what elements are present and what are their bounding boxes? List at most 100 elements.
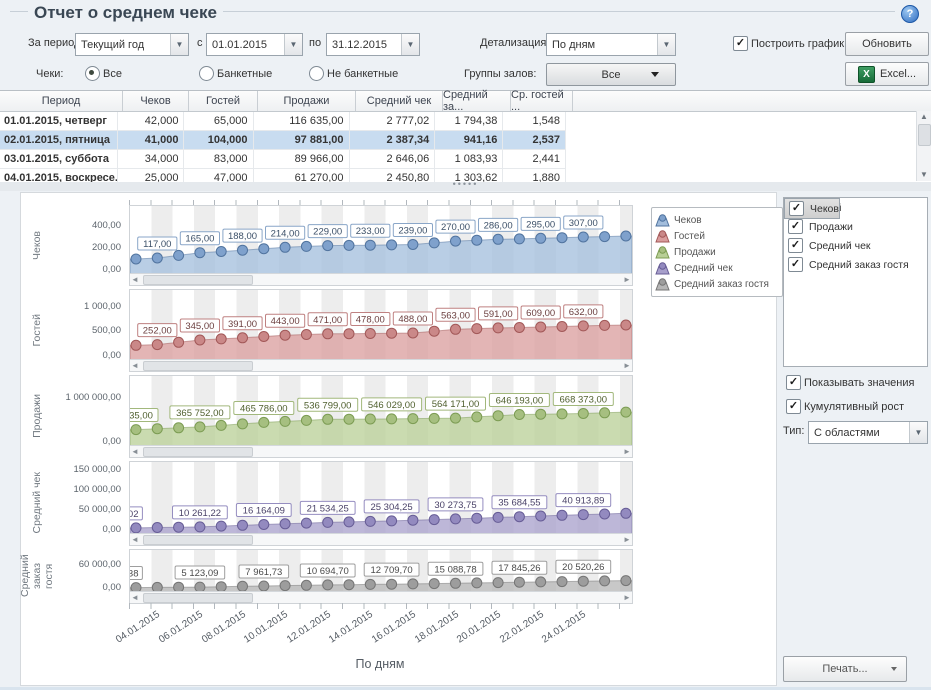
chart-point[interactable] — [237, 332, 248, 344]
chart-point[interactable] — [428, 237, 440, 249]
chart-point[interactable] — [130, 582, 142, 592]
plot-horizontal-scrollbar[interactable]: ◄ ► — [130, 445, 632, 457]
chart-point[interactable] — [279, 518, 291, 530]
chart-point[interactable] — [364, 515, 376, 527]
radio-checks-nonbanquet[interactable] — [309, 66, 324, 81]
column-header-avg-order[interactable]: Средний за... — [443, 89, 511, 113]
chart-point[interactable] — [130, 424, 142, 436]
chart-point[interactable] — [513, 233, 525, 245]
chart-point[interactable] — [513, 322, 525, 333]
chart-point[interactable] — [407, 514, 419, 526]
scrollbar-thumb[interactable] — [143, 361, 253, 371]
chart-point[interactable] — [535, 232, 547, 244]
chart-point[interactable] — [279, 415, 291, 427]
scroll-left-icon[interactable]: ◄ — [131, 593, 139, 602]
chart-point[interactable] — [322, 516, 334, 528]
chart-point[interactable] — [300, 517, 312, 529]
chart-point[interactable] — [407, 413, 419, 425]
chart-point[interactable] — [599, 508, 611, 520]
print-button[interactable]: Печать... — [783, 656, 907, 682]
chart-point[interactable] — [151, 339, 163, 351]
column-header-avg-check[interactable]: Средний чек — [356, 91, 443, 111]
chart-point[interactable] — [237, 418, 248, 430]
scroll-left-icon[interactable]: ◄ — [131, 275, 139, 284]
series-checkbox[interactable] — [788, 238, 803, 253]
scroll-up-icon[interactable]: ▲ — [920, 112, 928, 121]
radio-checks-banquet[interactable] — [199, 66, 214, 81]
chevron-down-icon[interactable]: ▼ — [657, 34, 675, 55]
chart-point[interactable] — [556, 408, 568, 420]
table-row[interactable]: 02.01.2015, пятница 41,000 104,000 97 881,0… — [0, 131, 566, 150]
hall-groups-dropdown[interactable]: Все — [546, 63, 676, 86]
chart-point[interactable] — [258, 243, 270, 255]
chart-point[interactable] — [237, 244, 248, 256]
chart-point[interactable] — [577, 509, 589, 521]
chart-point[interactable] — [322, 413, 334, 425]
date-to-select[interactable]: 31.12.2015 ▼ — [326, 33, 420, 56]
chart-point[interactable] — [215, 333, 227, 345]
plot-horizontal-scrollbar[interactable]: ◄ ► — [130, 591, 632, 603]
scroll-left-icon[interactable]: ◄ — [131, 361, 139, 370]
table-row[interactable]: 03.01.2015, суббота 34,000 83,000 89 966,00… — [0, 150, 566, 169]
chart-point[interactable] — [258, 519, 270, 530]
chart-point[interactable] — [577, 320, 589, 332]
scroll-right-icon[interactable]: ► — [623, 593, 631, 602]
chevron-down-icon[interactable]: ▼ — [170, 34, 188, 55]
detail-select[interactable]: По дням ▼ — [546, 33, 676, 56]
chart-point[interactable] — [471, 577, 483, 589]
series-checkbox[interactable] — [788, 219, 803, 234]
series-checkbox[interactable] — [788, 257, 803, 272]
scrollbar-thumb[interactable] — [918, 124, 931, 146]
chart-point[interactable] — [599, 231, 611, 243]
chart-point[interactable] — [492, 577, 504, 589]
scroll-left-icon[interactable]: ◄ — [131, 535, 139, 544]
chart-point[interactable] — [279, 329, 291, 341]
series-list-item[interactable]: Чеков — [784, 198, 840, 219]
chart-point[interactable] — [364, 328, 376, 339]
chart-point[interactable] — [237, 580, 248, 592]
chart-point[interactable] — [620, 319, 632, 331]
chart-point[interactable] — [513, 576, 525, 588]
chart-point[interactable] — [194, 421, 206, 433]
table-chart-splitter[interactable]: ••••• — [0, 180, 931, 191]
chart-point[interactable] — [577, 408, 589, 419]
column-header-checks[interactable]: Чеков — [123, 91, 189, 111]
plot-horizontal-scrollbar[interactable]: ◄ ► — [130, 273, 632, 285]
chart-point[interactable] — [343, 413, 355, 425]
refresh-button[interactable]: Обновить — [845, 32, 929, 56]
chart-point[interactable] — [300, 240, 312, 252]
chart-point[interactable] — [620, 507, 632, 519]
chart-point[interactable] — [492, 410, 504, 422]
chart-point[interactable] — [577, 575, 589, 587]
chart-point[interactable] — [599, 319, 611, 331]
chart-point[interactable] — [258, 580, 270, 592]
chart-point[interactable] — [279, 580, 291, 592]
scroll-right-icon[interactable]: ► — [623, 447, 631, 456]
chart-point[interactable] — [492, 511, 504, 523]
chart-point[interactable] — [492, 322, 504, 334]
chart-point[interactable] — [428, 514, 440, 526]
chart-point[interactable] — [194, 334, 206, 346]
scrollbar-thumb[interactable] — [143, 275, 253, 285]
chart-point[interactable] — [535, 510, 547, 522]
chevron-down-icon[interactable]: ▼ — [284, 34, 302, 55]
chart-point[interactable] — [279, 241, 291, 253]
chart-point[interactable] — [556, 321, 568, 332]
chart-point[interactable] — [407, 578, 419, 590]
chart-point[interactable] — [173, 521, 185, 533]
radio-checks-all[interactable] — [85, 66, 100, 81]
chart-point[interactable] — [130, 253, 142, 265]
table-vertical-scrollbar[interactable]: ▲ ▼ — [916, 111, 931, 181]
chevron-down-icon[interactable]: ▼ — [909, 422, 927, 443]
chart-point[interactable] — [364, 413, 376, 425]
chart-point[interactable] — [258, 416, 270, 428]
series-list-item[interactable]: Продажи — [784, 217, 927, 236]
chart-point[interactable] — [151, 252, 163, 264]
chart-point[interactable] — [386, 239, 398, 251]
scroll-right-icon[interactable]: ► — [623, 535, 631, 544]
chart-point[interactable] — [513, 409, 525, 420]
chart-point[interactable] — [322, 328, 334, 340]
scrollbar-thumb[interactable] — [143, 535, 253, 545]
chart-point[interactable] — [343, 239, 355, 251]
scrollbar-thumb[interactable] — [143, 593, 253, 603]
